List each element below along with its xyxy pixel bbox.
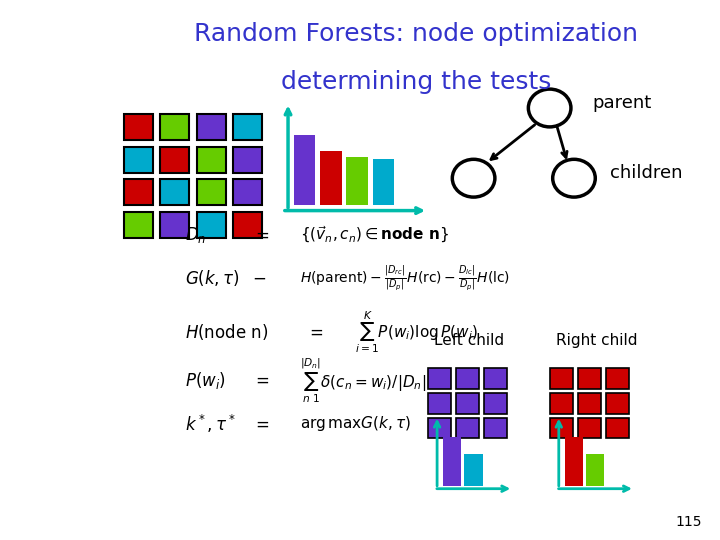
FancyBboxPatch shape xyxy=(484,418,507,438)
FancyBboxPatch shape xyxy=(428,418,451,438)
FancyBboxPatch shape xyxy=(549,393,573,414)
FancyBboxPatch shape xyxy=(124,179,153,205)
FancyBboxPatch shape xyxy=(549,418,573,438)
Text: children: children xyxy=(611,164,683,182)
FancyBboxPatch shape xyxy=(233,179,263,205)
Text: Right child: Right child xyxy=(556,333,637,348)
FancyBboxPatch shape xyxy=(606,368,629,389)
FancyBboxPatch shape xyxy=(197,114,226,140)
Text: $=$: $=$ xyxy=(306,323,324,341)
Text: $\{(\vec{v}_n, c_n) \in \mathbf{node\ n}\}$: $\{(\vec{v}_n, c_n) \in \mathbf{node\ n}… xyxy=(300,225,449,245)
Text: $H(\mathrm{parent}) - \frac{|D_{rc}|}{|D_p|}H(\mathrm{rc}) - \frac{D_{lc}|}{D_p|: $H(\mathrm{parent}) - \frac{|D_{rc}|}{|D… xyxy=(300,264,510,293)
FancyBboxPatch shape xyxy=(161,179,189,205)
Text: Random Forests: node optimization: Random Forests: node optimization xyxy=(194,22,638,45)
FancyBboxPatch shape xyxy=(484,368,507,389)
FancyBboxPatch shape xyxy=(428,393,451,414)
Text: $D_n$: $D_n$ xyxy=(184,225,206,245)
FancyBboxPatch shape xyxy=(233,147,263,173)
Text: $H(\mathrm{node\ n})$: $H(\mathrm{node\ n})$ xyxy=(184,322,268,342)
FancyBboxPatch shape xyxy=(606,418,629,438)
Text: $=$: $=$ xyxy=(251,415,269,433)
Text: Computer
Vision: Computer Vision xyxy=(0,65,112,112)
Text: determining the tests: determining the tests xyxy=(281,70,551,94)
FancyBboxPatch shape xyxy=(577,393,600,414)
Text: $G(k, \tau)$: $G(k, \tau)$ xyxy=(184,268,239,288)
Text: $\sum_{i=1}^{K} P(w_i) \log P(w_i)$: $\sum_{i=1}^{K} P(w_i) \log P(w_i)$ xyxy=(355,309,478,355)
Text: $-$: $-$ xyxy=(251,269,266,287)
Text: $=$: $=$ xyxy=(251,372,269,389)
FancyBboxPatch shape xyxy=(549,368,573,389)
FancyBboxPatch shape xyxy=(124,147,153,173)
Text: 115: 115 xyxy=(675,515,702,529)
Text: $\sum_{n\ 1}^{|D_n|} \delta(c_n = w_i)/|D_n|$: $\sum_{n\ 1}^{|D_n|} \delta(c_n = w_i)/|… xyxy=(300,356,426,405)
FancyBboxPatch shape xyxy=(233,212,263,238)
FancyBboxPatch shape xyxy=(161,147,189,173)
Bar xyxy=(586,454,604,486)
FancyBboxPatch shape xyxy=(197,179,226,205)
FancyBboxPatch shape xyxy=(161,114,189,140)
Bar xyxy=(565,437,583,486)
FancyBboxPatch shape xyxy=(233,114,263,140)
FancyBboxPatch shape xyxy=(456,368,479,389)
Bar xyxy=(294,135,315,205)
Text: Left child: Left child xyxy=(434,333,504,348)
FancyBboxPatch shape xyxy=(161,212,189,238)
Bar xyxy=(444,437,462,486)
Text: parent: parent xyxy=(593,93,652,112)
Bar xyxy=(320,151,341,205)
Bar xyxy=(464,454,482,486)
FancyBboxPatch shape xyxy=(456,418,479,438)
Bar xyxy=(346,157,368,205)
FancyBboxPatch shape xyxy=(606,393,629,414)
Text: $=$: $=$ xyxy=(251,226,269,244)
FancyBboxPatch shape xyxy=(124,212,153,238)
Text: $P(w_i)$: $P(w_i)$ xyxy=(184,370,225,391)
FancyBboxPatch shape xyxy=(124,114,153,140)
FancyBboxPatch shape xyxy=(456,393,479,414)
FancyBboxPatch shape xyxy=(197,212,226,238)
FancyBboxPatch shape xyxy=(428,368,451,389)
Bar xyxy=(373,159,394,205)
FancyBboxPatch shape xyxy=(197,147,226,173)
Text: $k^*, \tau^*$: $k^*, \tau^*$ xyxy=(184,413,235,435)
FancyBboxPatch shape xyxy=(577,368,600,389)
Text: $\arg\max G(k, \tau)$: $\arg\max G(k, \tau)$ xyxy=(300,414,411,434)
FancyBboxPatch shape xyxy=(484,393,507,414)
FancyBboxPatch shape xyxy=(577,418,600,438)
